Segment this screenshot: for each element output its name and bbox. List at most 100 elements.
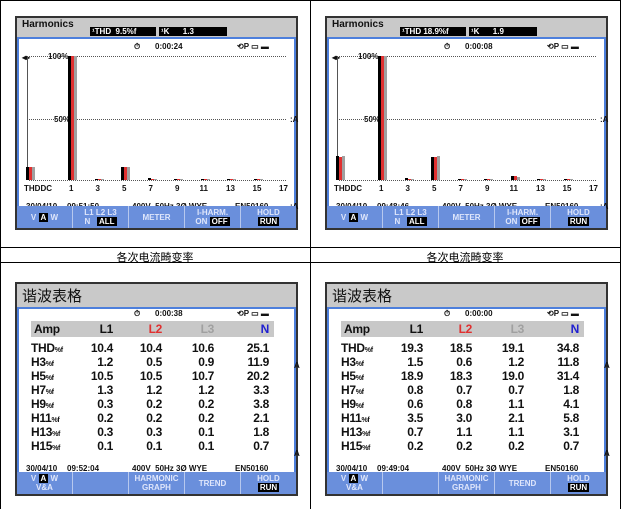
bar-13-phase-3 xyxy=(233,179,236,180)
f2-phase-button[interactable]: L1 L2 L3 N ALL xyxy=(73,206,129,228)
row-label: H5%f xyxy=(341,370,364,385)
f5-hold-run-button[interactable]: HOLD RUN xyxy=(241,472,296,494)
v-option: V xyxy=(340,474,347,483)
cell-value: 0.1 xyxy=(146,439,162,453)
bar-1-phase-2 xyxy=(71,56,74,180)
bar-3-phase-1 xyxy=(404,178,408,180)
unit-a: A xyxy=(294,449,300,458)
bar-15-phase-3 xyxy=(259,179,263,180)
meter-label: METER xyxy=(452,212,481,222)
f1-vaw-button[interactable]: V A W xyxy=(17,206,73,228)
bar-1-phase-1 xyxy=(378,56,381,180)
row-label: H3%f xyxy=(341,356,364,371)
f3-harmonic-graph-button[interactable]: HARMONIC GRAPH xyxy=(129,472,185,494)
unit: %f xyxy=(45,403,54,410)
cell-value: 1.3 xyxy=(97,383,113,397)
cell-value: 0.1 xyxy=(97,439,113,453)
standard: EN50160 xyxy=(235,464,269,473)
f4-trend-button[interactable]: TREND xyxy=(185,472,241,494)
f4-trend-button[interactable]: TREND xyxy=(495,472,551,494)
bar-7-phase-3 xyxy=(463,179,467,180)
f5-hold-run-button[interactable]: HOLD RUN xyxy=(241,206,296,228)
cell-value: 0.2 xyxy=(146,411,162,425)
run-option: RUN xyxy=(567,483,590,492)
f1-vaw-button[interactable]: V A W V&A xyxy=(327,472,383,494)
f3-meter-button[interactable]: METER xyxy=(129,206,185,228)
x-tick-label: 11 xyxy=(199,184,208,193)
iharm-label: I-HARM. xyxy=(506,208,539,217)
harmonic-name: H9 xyxy=(31,397,46,411)
hold-label: HOLD xyxy=(257,208,280,217)
f2-empty-button[interactable] xyxy=(73,472,129,494)
off-option: OFF xyxy=(519,217,540,226)
unit: %f xyxy=(362,445,371,452)
row-label: H15%f xyxy=(341,440,370,455)
harmonic-label: HARMONIC xyxy=(134,474,179,483)
graph-label: GRAPH xyxy=(142,483,171,492)
a-option: A xyxy=(348,212,359,222)
cell-value: 0.6 xyxy=(456,355,472,369)
bar-1-phase-3 xyxy=(74,56,77,180)
harmonics-table-screen: 谐波表格 ⏱ 0:00:38 ⟲P ▭ ▬ A A Amp L1 L2 L3 N THD… xyxy=(15,282,300,496)
f1-vaw-button[interactable]: V A W V&A xyxy=(17,472,73,494)
screen-title: Harmonics xyxy=(22,19,74,30)
unit-a: :A xyxy=(600,115,609,124)
f3-meter-button[interactable]: METER xyxy=(439,206,495,228)
cell-value: 5.8 xyxy=(563,411,579,425)
bar-11-phase-2 xyxy=(513,176,517,180)
unit-a: A xyxy=(604,361,610,370)
unit: %f xyxy=(45,389,54,396)
x-tick-label: 3 xyxy=(405,184,410,193)
bar-15-phase-3 xyxy=(569,179,573,180)
unit: %f xyxy=(362,431,371,438)
cell-value: 10.4 xyxy=(139,341,162,355)
cell-value: 10.5 xyxy=(139,369,162,383)
cell-value: 0.7 xyxy=(253,439,269,453)
harmonic-name: H13 xyxy=(341,425,363,439)
bar-THD-phase-3 xyxy=(32,166,35,180)
cell-value: 0.7 xyxy=(456,383,472,397)
cell-value: 0.7 xyxy=(508,383,524,397)
cell-value: 2.1 xyxy=(253,411,269,425)
cell-value: 10.5 xyxy=(90,369,113,383)
cursor-line[interactable] xyxy=(27,56,28,180)
harmonic-name: H3 xyxy=(341,355,356,369)
cell-value: 2.1 xyxy=(508,411,524,425)
x-tick-label: 9 xyxy=(175,184,180,193)
unit-a: A xyxy=(604,449,610,458)
f2-empty-button[interactable] xyxy=(383,472,439,494)
cell-value: 3.8 xyxy=(253,397,269,411)
phase-label: L1 L2 L3 xyxy=(84,208,117,217)
bar-9-phase-1 xyxy=(174,179,177,180)
cursor-line[interactable] xyxy=(337,56,338,180)
bar-5-phase-2 xyxy=(434,157,437,180)
f3-harmonic-graph-button[interactable]: HARMONIC GRAPH xyxy=(439,472,495,494)
f1-vaw-button[interactable]: V A W xyxy=(327,206,383,228)
w-option: W xyxy=(50,212,59,222)
cell-value: 1.2 xyxy=(146,383,162,397)
f4-iharm-button[interactable]: I-HARM. ON OFF xyxy=(495,206,551,228)
f5-hold-run-button[interactable]: HOLD RUN xyxy=(551,472,606,494)
x-tick-label: 5 xyxy=(432,184,437,193)
f2-phase-button[interactable]: L1 L2 L3 N ALL xyxy=(383,206,439,228)
row-label: H9%f xyxy=(31,398,54,413)
bar-9-phase-2 xyxy=(177,179,180,180)
x-tick-label: 9 xyxy=(485,184,490,193)
f5-hold-run-button[interactable]: HOLD RUN xyxy=(551,206,606,228)
cell-value: 0.8 xyxy=(407,383,423,397)
bar-3-phase-2 xyxy=(407,179,411,180)
bar-11-phase-3 xyxy=(206,179,210,180)
bar-9-phase-3 xyxy=(180,179,183,180)
cell-value: 10.4 xyxy=(90,341,113,355)
phase-label: L1 L2 L3 xyxy=(394,208,427,217)
f4-iharm-button[interactable]: I-HARM. ON OFF xyxy=(185,206,241,228)
cell-value: 0.1 xyxy=(198,425,214,439)
cell-value: 1.8 xyxy=(253,425,269,439)
hold-label: HOLD xyxy=(567,208,590,217)
cell-value: 1.5 xyxy=(407,355,423,369)
supply-info: 400V 50Hz 3Ø WYE xyxy=(442,464,518,473)
unit: %f xyxy=(361,417,370,424)
bar-THD-phase-1 xyxy=(336,156,339,180)
column-header: L1 xyxy=(409,322,424,336)
harmonic-name: THD xyxy=(341,341,365,355)
